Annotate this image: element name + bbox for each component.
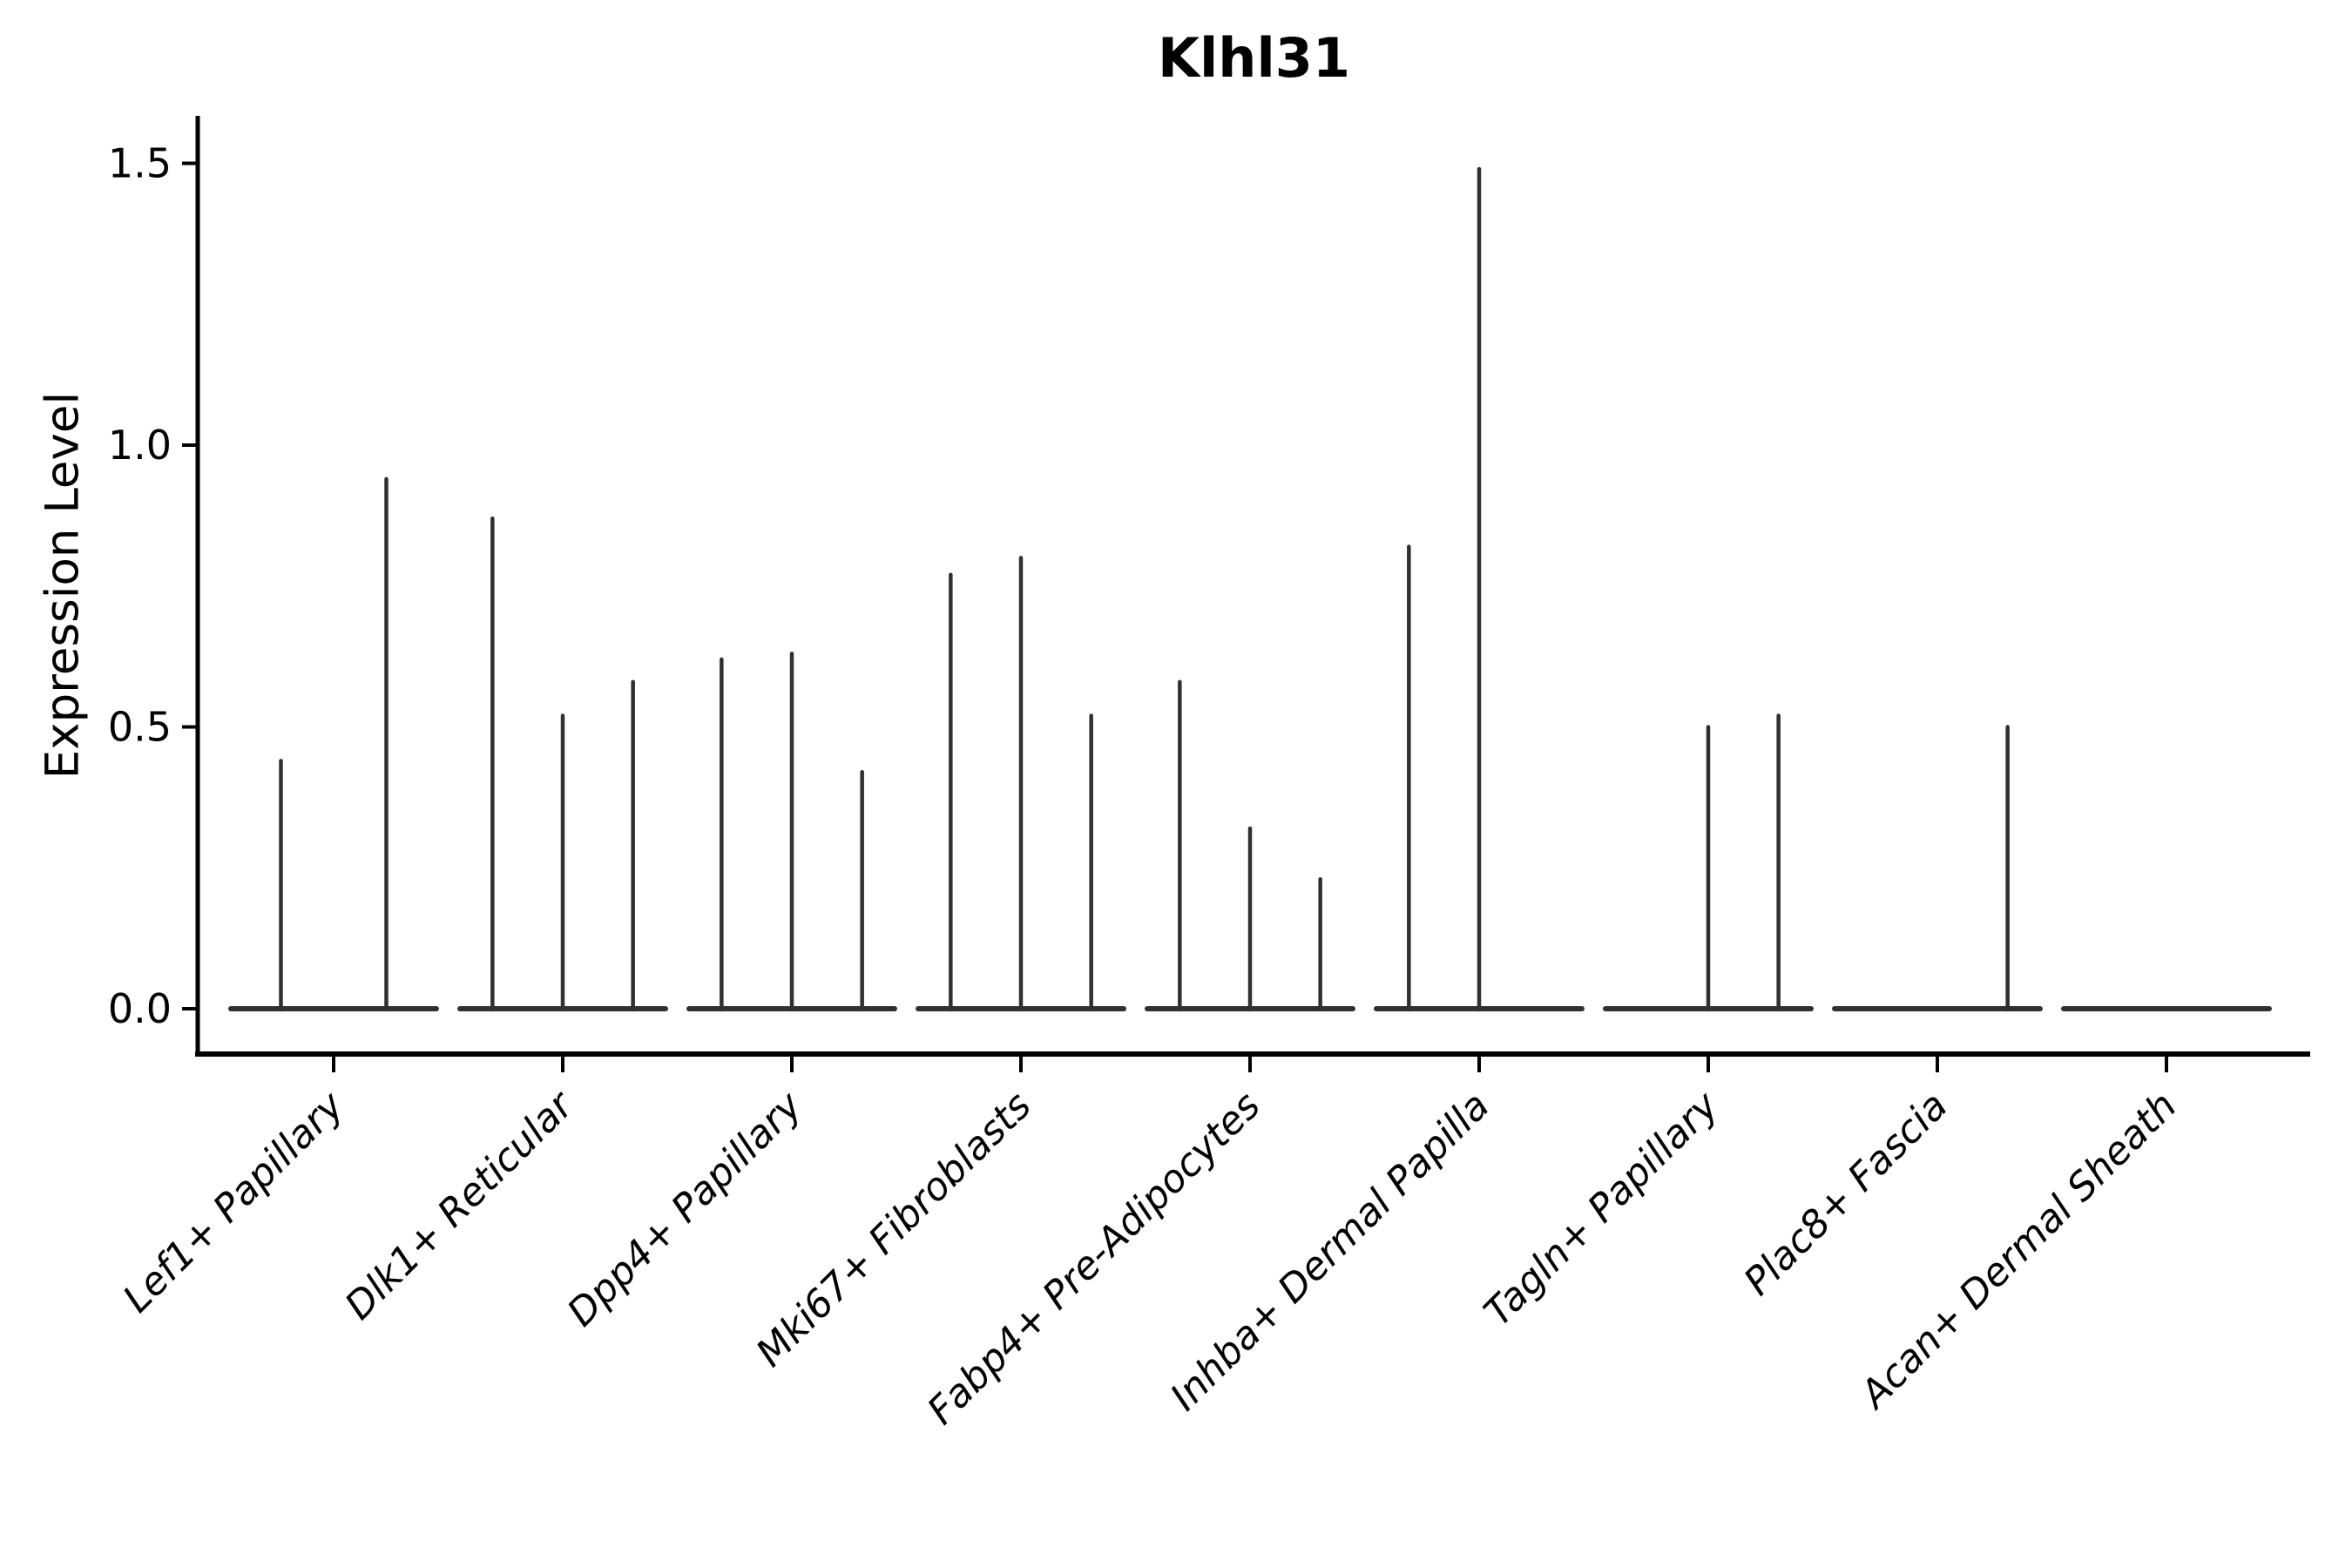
x-tick-label: Plac8+ Fascia <box>1735 1084 1956 1304</box>
y-tick-label: 0.0 <box>108 985 172 1032</box>
x-tick-label: Dpp4+ Papillary <box>559 1083 812 1335</box>
y-tick-label: 1.0 <box>108 422 172 469</box>
chart-title: Klhl31 <box>1158 26 1350 90</box>
y-tick-label: 1.5 <box>108 140 172 187</box>
x-tick-label: Tagln+ Papillary <box>1476 1083 1727 1335</box>
x-tick-label: Lef1+ Papillary <box>115 1083 354 1321</box>
y-tick-label: 0.5 <box>108 704 172 751</box>
x-tick-label: Dlk1+ Reticular <box>336 1082 583 1328</box>
